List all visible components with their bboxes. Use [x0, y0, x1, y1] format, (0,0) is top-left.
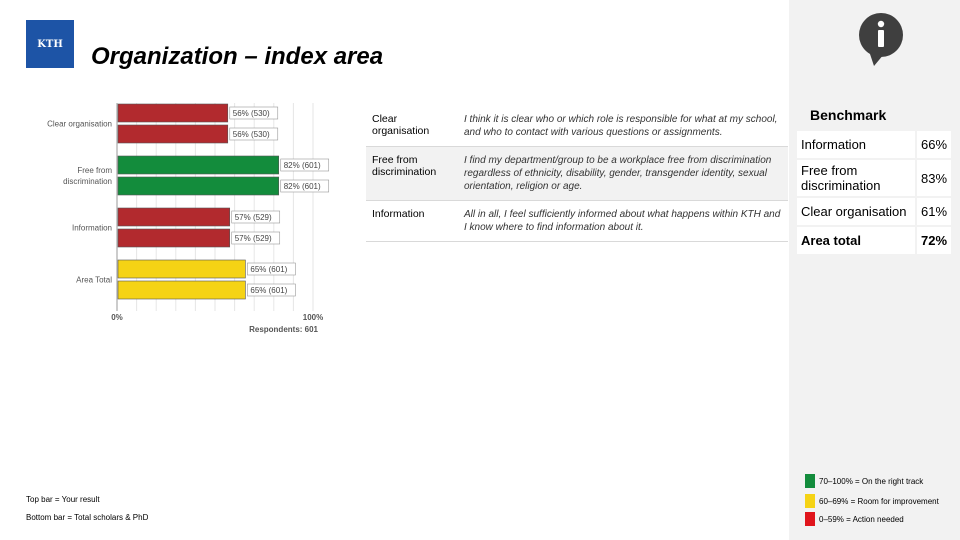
data-label-box [280, 158, 330, 172]
category-label: Clear organisation [47, 120, 112, 129]
bar-bottom [117, 228, 231, 248]
data-label-box [229, 106, 279, 120]
data-label-box [280, 179, 330, 193]
benchmark-value: 83% [917, 160, 952, 196]
bar-top [117, 103, 229, 123]
data-label: 82% (601) [284, 161, 321, 170]
bar-top [117, 207, 231, 227]
legend-label: 0–59% = Action needed [819, 515, 904, 524]
logo-text: KTH [37, 39, 63, 50]
benchmark-title: Benchmark [810, 107, 887, 123]
kth-logo: KTH [26, 20, 74, 68]
category-label: Free from [77, 166, 112, 175]
data-label-box [231, 210, 281, 224]
questions-table: Clear organisation I think it is clear w… [366, 106, 788, 242]
category-label: Area Total [76, 276, 112, 285]
benchmark-total-value: 72% [917, 227, 952, 254]
legend-swatch [805, 494, 815, 508]
benchmark-name: Information [797, 131, 915, 158]
data-label: 57% (529) [235, 213, 272, 222]
info-icon[interactable] [858, 12, 904, 68]
question-text: I think it is clear who or which role is… [458, 106, 788, 147]
legend-swatch [805, 474, 815, 488]
bar-top [117, 259, 246, 279]
question-name: Clear organisation [366, 106, 458, 147]
data-label-box [231, 231, 281, 245]
data-label: 65% (601) [250, 286, 287, 295]
respondents-label: Respondents: 601 [249, 325, 318, 334]
bar-top [117, 155, 280, 175]
right-side-panel [789, 0, 960, 540]
benchmark-table: Information 66% Free from discrimination… [795, 129, 953, 256]
category-label: discrimination [63, 177, 112, 186]
bar-bottom [117, 176, 280, 196]
data-label-box [229, 127, 279, 141]
legend-label: 70–100% = On the right track [819, 477, 924, 486]
benchmark-name: Free from discrimination [797, 160, 915, 196]
benchmark-value: 61% [917, 198, 952, 225]
data-label: 57% (529) [235, 234, 272, 243]
benchmark-row: Clear organisation 61% [797, 198, 952, 225]
note-top-bar: Top bar = Your result [26, 495, 100, 504]
bar-chart: Clear organisation 56% (530) 56% (530) Free… [30, 98, 330, 338]
benchmark-row: Information 66% [797, 131, 952, 158]
page-title: Organization – index area [91, 43, 384, 70]
question-name: Free from discrimination [366, 146, 458, 201]
benchmark-row: Free from discrimination 83% [797, 160, 952, 196]
category-label: Information [72, 224, 112, 233]
x-tick-label: 0% [111, 313, 123, 322]
benchmark-value: 66% [917, 131, 952, 158]
bar-bottom [117, 280, 246, 300]
data-label-box [247, 262, 296, 276]
data-label-box [247, 283, 296, 297]
data-label: 82% (601) [284, 182, 321, 191]
legend-swatch [805, 512, 815, 526]
legend-label: 60–69% = Room for improvement [819, 497, 939, 506]
bar-chart-svg: Clear organisation 56% (530) 56% (530) Free… [47, 103, 330, 334]
bar-bottom [117, 124, 229, 144]
question-row: Information All in all, I feel sufficien… [366, 200, 788, 242]
benchmark-total-row: Area total 72% [797, 227, 952, 254]
question-text: I find my department/group to be a workp… [458, 146, 788, 201]
x-tick-label: 100% [303, 313, 323, 322]
note-bottom-bar: Bottom bar = Total scholars & PhD [26, 513, 149, 522]
benchmark-total-name: Area total [797, 227, 915, 254]
question-row: Free from discrimination I find my depar… [366, 146, 788, 201]
question-name: Information [366, 200, 458, 242]
benchmark-name: Clear organisation [797, 198, 915, 225]
data-label: 56% (530) [233, 109, 270, 118]
question-text: All in all, I feel sufficiently informed… [458, 200, 788, 242]
data-label: 65% (601) [250, 265, 287, 274]
data-label: 56% (530) [233, 130, 270, 139]
question-row: Clear organisation I think it is clear w… [366, 106, 788, 147]
